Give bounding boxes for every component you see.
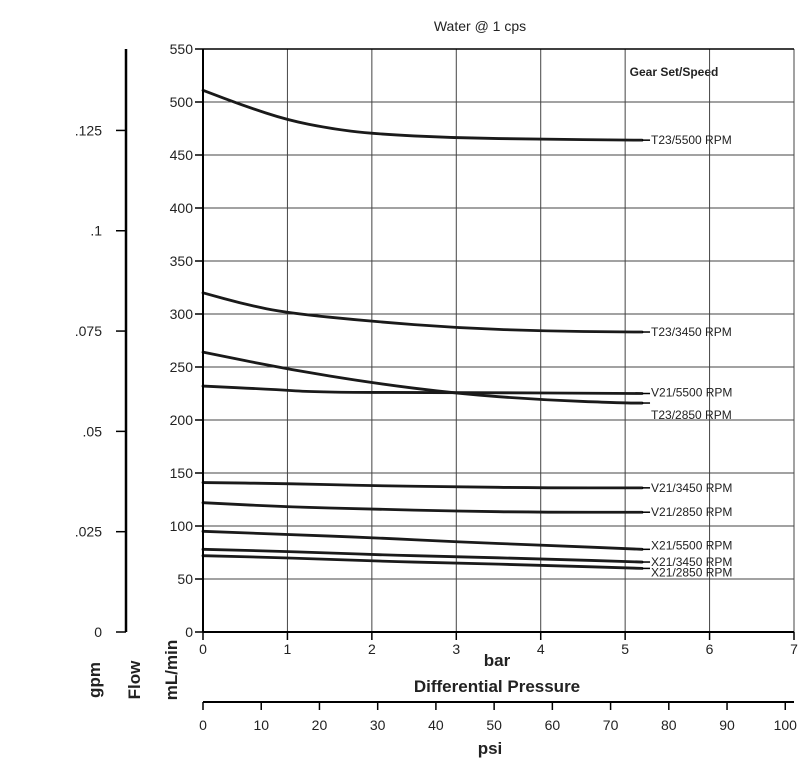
series-line <box>201 350 644 405</box>
y-tick-label: 150 <box>170 465 194 481</box>
series-label: V21/5500 RPM <box>651 386 732 400</box>
psi-tick-label: 80 <box>661 717 677 733</box>
gpm-tick-label: 0 <box>94 624 102 640</box>
series-label: X21/3450 RPM <box>651 555 732 569</box>
series-line <box>201 291 644 334</box>
gpm-tick-label: .075 <box>75 323 102 339</box>
x-axis-label-psi: psi <box>478 739 503 758</box>
y-axis-label-ml-min: mL/min <box>162 640 181 700</box>
x-axis-label-bar: bar <box>484 651 511 670</box>
series-label: V21/3450 RPM <box>651 481 732 495</box>
psi-tick-label: 60 <box>545 717 561 733</box>
y-tick-label: 350 <box>170 253 194 269</box>
series-line <box>201 529 644 551</box>
y-tick-label: 50 <box>177 571 193 587</box>
gpm-tick-label: .125 <box>75 122 102 138</box>
y-tick-label: 500 <box>170 94 194 110</box>
gpm-tick-label: .05 <box>83 423 103 439</box>
series-label: T23/2850 RPM <box>651 408 732 422</box>
psi-tick-label: 0 <box>199 717 207 733</box>
y-tick-label: 200 <box>170 412 194 428</box>
y-tick-label: 0 <box>185 624 193 640</box>
psi-tick-label: 40 <box>428 717 444 733</box>
psi-tick-label: 100 <box>774 717 798 733</box>
series-line <box>201 384 644 395</box>
series-line <box>201 88 644 142</box>
gpm-tick-label: .025 <box>75 524 102 540</box>
axes: 0501001502002503003504004505005500.025.0… <box>75 41 798 733</box>
y-tick-label: 550 <box>170 41 194 57</box>
x-tick-label: 3 <box>452 641 460 657</box>
psi-tick-label: 30 <box>370 717 386 733</box>
series-line <box>201 547 644 564</box>
series-label: X21/2850 RPM <box>651 565 732 579</box>
x-tick-label: 7 <box>790 641 798 657</box>
series-labels: T23/5500 RPM T23/3450 RPM V21/5500 RPM T23/… <box>642 133 732 579</box>
psi-tick-label: 20 <box>312 717 328 733</box>
x-axis-label-differential-pressure: Differential Pressure <box>414 677 580 696</box>
y-tick-label: 450 <box>170 147 194 163</box>
y-tick-label: 300 <box>170 306 194 322</box>
chart-title: Water @ 1 cps <box>434 18 526 34</box>
series-label: T23/5500 RPM <box>651 133 732 147</box>
psi-tick-label: 90 <box>719 717 735 733</box>
gpm-tick-label: .1 <box>90 223 102 239</box>
y-axis-label-gpm: gpm <box>85 662 104 698</box>
legend-title: Gear Set/Speed <box>630 65 719 79</box>
x-tick-label: 1 <box>284 641 292 657</box>
psi-tick-label: 10 <box>253 717 269 733</box>
x-tick-label: 0 <box>199 641 207 657</box>
x-tick-label: 5 <box>621 641 629 657</box>
series-lines <box>201 88 644 570</box>
series-line <box>201 481 644 490</box>
y-axis-label-flow: Flow <box>125 660 144 699</box>
series-label: X21/5500 RPM <box>651 538 732 552</box>
series-line <box>201 501 644 514</box>
y-tick-label: 250 <box>170 359 194 375</box>
x-tick-label: 4 <box>537 641 545 657</box>
x-tick-label: 6 <box>706 641 714 657</box>
psi-tick-label: 70 <box>603 717 619 733</box>
y-tick-label: 100 <box>170 518 194 534</box>
series-label: T23/3450 RPM <box>651 325 732 339</box>
y-tick-label: 400 <box>170 200 194 216</box>
series-line <box>201 554 644 570</box>
psi-tick-label: 50 <box>486 717 502 733</box>
x-tick-label: 2 <box>368 641 376 657</box>
series-label: V21/2850 RPM <box>651 505 732 519</box>
